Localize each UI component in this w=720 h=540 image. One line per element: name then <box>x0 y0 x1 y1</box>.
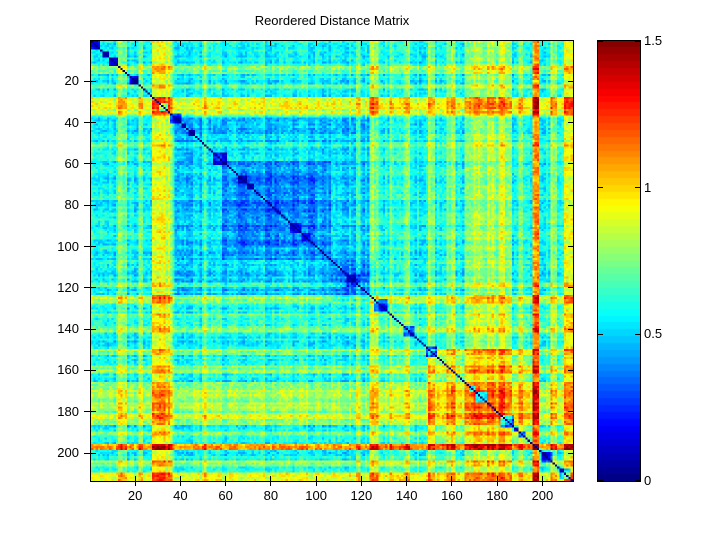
y-tick-mark <box>91 287 96 289</box>
x-tick-mark <box>179 41 181 46</box>
y-tick-label: 200 <box>57 445 79 461</box>
colorbar-border <box>597 40 641 482</box>
colorbar-tick-mark <box>598 41 603 42</box>
y-tick-mark <box>84 80 91 82</box>
y-tick-mark <box>84 452 91 454</box>
y-tick-mark <box>568 204 573 206</box>
x-tick-mark <box>360 482 362 486</box>
y-tick-mark <box>91 411 96 413</box>
y-tick-mark <box>84 163 91 165</box>
x-tick-mark <box>225 482 227 486</box>
x-tick-mark <box>225 41 227 46</box>
colorbar-tick-label: 1 <box>644 179 652 195</box>
y-tick-mark <box>568 452 573 454</box>
y-tick-mark <box>91 204 96 206</box>
y-tick-mark <box>568 369 573 371</box>
x-tick-mark <box>541 476 543 481</box>
y-tick-label: 100 <box>57 238 79 254</box>
x-tick-mark <box>360 476 362 481</box>
y-tick-label: 180 <box>57 403 79 419</box>
x-tick-mark <box>179 476 181 481</box>
x-tick-mark <box>541 482 543 486</box>
x-tick-mark <box>451 482 453 486</box>
y-tick-mark <box>568 163 573 165</box>
x-tick-mark <box>406 482 408 486</box>
x-tick-mark <box>134 476 136 481</box>
y-tick-mark <box>84 411 91 413</box>
colorbar-tick-mark <box>598 187 603 189</box>
y-tick-mark <box>568 411 573 413</box>
heatmap-canvas <box>91 41 573 481</box>
x-tick-label: 140 <box>395 488 418 503</box>
x-tick-mark <box>315 41 317 46</box>
y-tick-mark <box>91 328 96 330</box>
y-tick-label: 40 <box>64 114 79 130</box>
y-tick-mark <box>84 204 91 206</box>
x-tick-label: 180 <box>486 488 509 503</box>
colorbar-tick-label: 1.5 <box>644 33 663 48</box>
y-tick-mark <box>84 246 91 248</box>
x-tick-mark <box>541 41 543 46</box>
y-tick-label: 140 <box>57 321 79 337</box>
x-tick-mark <box>496 476 498 481</box>
y-tick-label: 120 <box>57 279 79 295</box>
y-tick-mark <box>91 80 96 82</box>
y-tick-mark <box>91 246 96 248</box>
colorbar-tick-mark <box>635 41 640 42</box>
colorbar-tick-label: 0.5 <box>644 326 663 342</box>
colorbar-tick-mark <box>598 333 603 335</box>
x-tick-mark <box>406 41 408 46</box>
x-tick-label: 120 <box>350 488 373 503</box>
y-tick-mark <box>84 369 91 371</box>
x-tick-mark <box>179 482 181 486</box>
x-tick-label: 80 <box>263 488 279 503</box>
x-tick-mark <box>134 41 136 46</box>
x-tick-mark <box>225 476 227 481</box>
x-tick-mark <box>496 41 498 46</box>
y-tick-label: 20 <box>64 73 79 89</box>
y-tick-mark <box>568 80 573 82</box>
colorbar-tick-mark <box>635 333 640 335</box>
x-tick-label: 100 <box>305 488 327 503</box>
x-tick-mark <box>406 476 408 481</box>
x-tick-label: 40 <box>173 488 188 503</box>
x-tick-mark <box>134 482 136 486</box>
y-tick-mark <box>84 287 91 289</box>
colorbar-tick-mark <box>635 479 640 481</box>
y-tick-mark <box>91 163 96 165</box>
y-tick-mark <box>568 328 573 330</box>
chart-title: Reordered Distance Matrix <box>254 13 410 28</box>
x-tick-mark <box>451 476 453 481</box>
x-tick-label: 60 <box>218 488 233 503</box>
x-tick-mark <box>360 41 362 46</box>
x-tick-mark <box>315 476 317 481</box>
y-tick-label: 60 <box>64 155 79 171</box>
colorbar-tick-label: 0 <box>644 473 652 488</box>
y-tick-mark <box>91 369 96 371</box>
y-tick-mark <box>84 122 91 124</box>
x-tick-mark <box>270 476 272 481</box>
x-tick-label: 160 <box>441 488 463 503</box>
x-tick-label: 20 <box>127 488 143 503</box>
y-tick-label: 160 <box>57 362 79 378</box>
plot-area-border <box>90 40 574 482</box>
x-tick-mark <box>315 482 317 486</box>
y-tick-mark <box>91 452 96 454</box>
y-tick-mark <box>91 122 96 124</box>
y-tick-mark <box>568 287 573 289</box>
y-tick-label: 80 <box>64 197 79 213</box>
x-tick-mark <box>451 41 453 46</box>
y-tick-mark <box>568 246 573 248</box>
colorbar-tick-mark <box>598 479 603 481</box>
x-tick-mark <box>270 482 272 486</box>
colorbar-tick-mark <box>635 187 640 189</box>
x-tick-label: 200 <box>531 488 554 503</box>
x-tick-mark <box>270 41 272 46</box>
y-tick-mark <box>84 328 91 330</box>
colorbar-gradient <box>598 41 640 481</box>
x-tick-mark <box>496 482 498 486</box>
y-tick-mark <box>568 122 573 124</box>
